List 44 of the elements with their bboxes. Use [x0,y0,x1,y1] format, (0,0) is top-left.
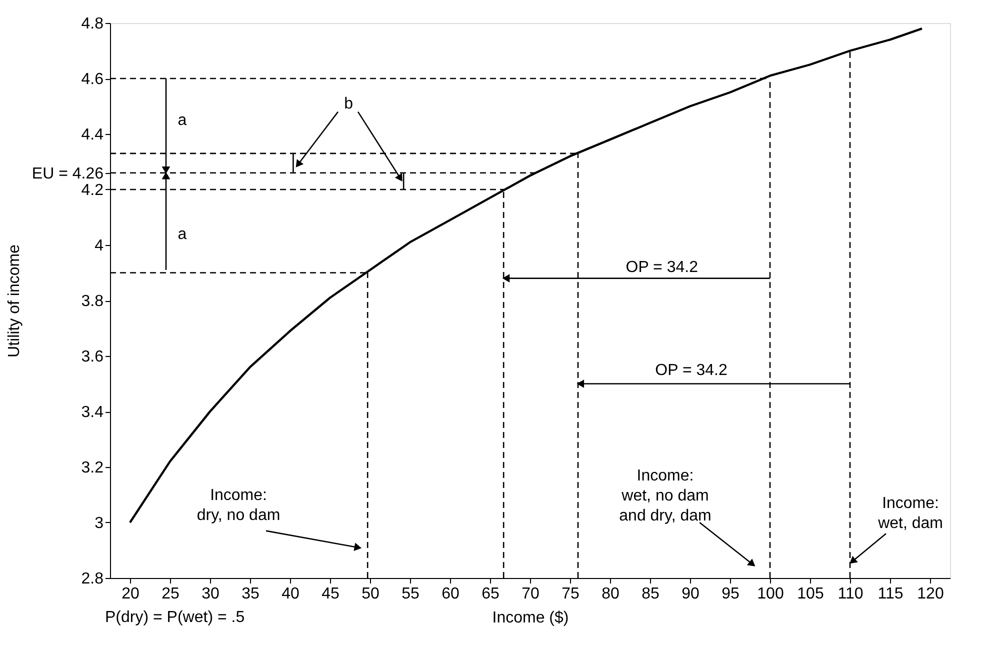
y-tick-label: 4.6 [81,71,104,88]
x-tick-label: 40 [282,586,300,602]
x-tick-label: 80 [602,586,620,602]
y-tick-label: 3 [94,515,104,532]
x-tick-label: 85 [642,586,660,602]
annotation: OP = 34.2 [655,362,728,379]
x-tick-label: 95 [722,586,740,602]
x-tick-label: 105 [797,586,824,602]
y-tick-label: 4 [94,238,104,254]
annotation: Income: wet, dam [877,495,943,532]
annotation: b [344,95,354,112]
x-tick-label: 25 [162,586,180,602]
y-tick-label: 3.6 [81,348,104,366]
y-axis-title: Utility of income [6,244,23,358]
x-tick-label: 45 [322,586,340,602]
x-tick-label: 75 [562,586,580,602]
annotation: a [178,112,187,130]
x-tick-label: 30 [202,586,220,602]
x-tick-label: 120 [917,586,944,602]
x-tick-label: 50 [362,586,380,602]
annotation: Income: wet, no dam and dry, dam [619,467,712,524]
y-tick-label: EU = 4.26 [32,165,104,182]
y-tick-label: 3.4 [81,404,104,421]
text: P(dry) = P(wet) = .5 [105,608,245,626]
x-tick-label: 60 [442,586,460,602]
y-tick-label: 4.4 [81,126,104,144]
y-tick-label: 4.8 [81,16,104,32]
x-axis-title: Income ($) [492,610,569,626]
x-tick-label: 115 [878,586,904,602]
y-tick-label: 2.8 [81,570,104,588]
y-tick-label: 3.2 [81,460,104,476]
x-tick-label: 110 [838,586,864,602]
x-tick-label: 65 [482,586,500,602]
y-tick-label: 3.8 [81,293,104,310]
x-tick-label: 90 [682,586,700,602]
x-tick-label: 100 [757,586,784,602]
x-tick-label: 20 [122,586,140,602]
annotation: Income: dry, no dam [196,486,280,524]
annotation: a [178,226,187,243]
x-tick-label: 35 [242,586,260,602]
annotation: OP = 34.2 [626,259,698,276]
x-tick-label: 70 [522,586,540,602]
x-tick-label: 55 [402,586,420,602]
y-tick-label: 4.2 [81,182,104,199]
